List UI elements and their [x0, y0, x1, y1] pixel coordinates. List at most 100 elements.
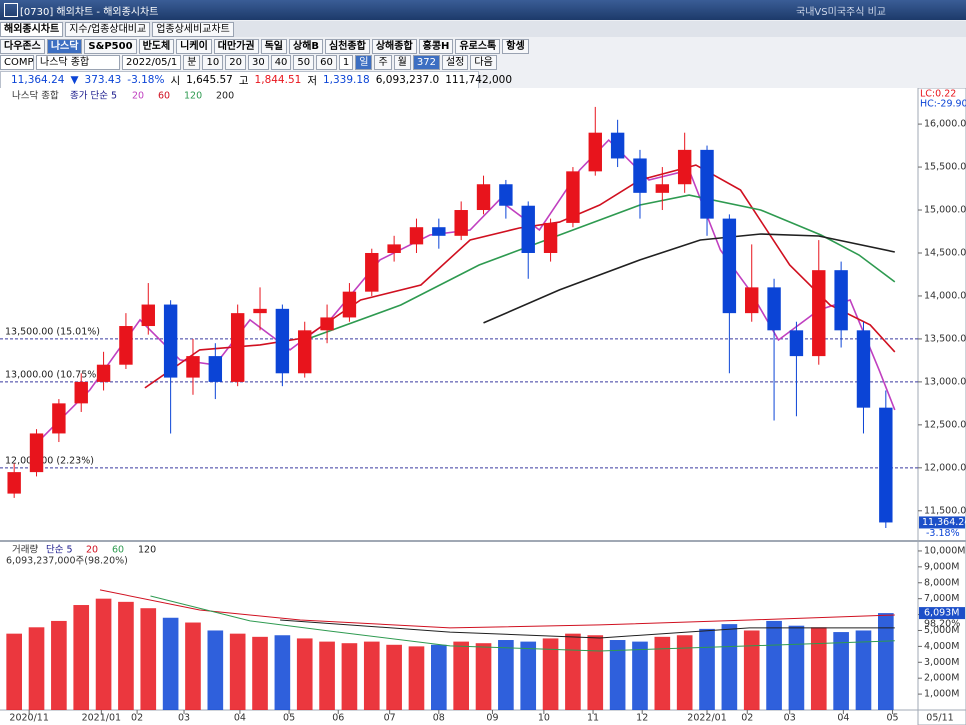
tab[interactable]: 업종상세비교차트	[152, 21, 234, 37]
x-tick-label: 2020/11	[9, 713, 48, 724]
tool-button[interactable]: 설정	[441, 54, 469, 70]
x-tick-label: 05	[886, 713, 898, 724]
x-tick-label: 10	[538, 713, 550, 724]
volume-bar	[721, 624, 738, 710]
market-button[interactable]: 대만가권	[213, 38, 259, 54]
legend-entry: 20	[86, 545, 98, 556]
unit-button[interactable]: 일	[355, 54, 373, 70]
x-tick-label: 09	[486, 713, 498, 724]
moving-average	[304, 194, 896, 341]
candle-body	[566, 171, 580, 223]
market-button[interactable]: 나스닥	[46, 38, 83, 54]
candle-body	[767, 287, 781, 331]
last-price: 11,364.24	[922, 517, 966, 528]
market-button[interactable]: 독일	[260, 38, 287, 54]
volume-bar	[833, 632, 849, 710]
count-box[interactable]: 1	[338, 54, 354, 70]
quote-change: 373.43	[84, 74, 122, 86]
reference-label: 12,000.00 (2.23%)	[5, 455, 94, 466]
tool-button[interactable]: 다음	[470, 54, 497, 70]
market-bar: 다우존스 나스닥 S&P500 반도체 니케이 대만가권 독일 상해B 심천종합 상해종합 홍콩H 유…	[0, 38, 966, 54]
y-tick-label: 2,000M	[924, 673, 959, 684]
last-volume-rate: 98.20%	[924, 619, 960, 630]
chart-info: LC:0.22	[920, 89, 956, 100]
market-button[interactable]: S&P500	[84, 38, 137, 54]
candle-body	[745, 287, 759, 314]
y-tick-label: 12,000.00	[924, 462, 966, 473]
unit-button[interactable]: 월	[393, 54, 411, 70]
market-button[interactable]: 상해B	[289, 38, 324, 54]
quote-bar: 11,364.24 ▼ 373.43 -3.18% 시 1,645.57 고 1,844.51…	[0, 71, 512, 89]
volume-bar	[498, 640, 514, 710]
tab[interactable]: 해외종시차트	[0, 21, 64, 37]
candle-body	[521, 205, 535, 253]
candle-body	[789, 330, 804, 357]
market-button[interactable]: 홍콩H	[418, 38, 454, 54]
date-box[interactable]: 2022/05/1	[122, 54, 182, 70]
x-tick-label: 04	[234, 713, 246, 724]
y-tick-label: 13,500.00	[924, 333, 966, 344]
volume-bar	[28, 627, 45, 710]
volume-bar	[162, 617, 179, 710]
moving-average	[280, 619, 895, 639]
minute-button[interactable]: 20	[225, 54, 246, 70]
market-button[interactable]: 심천종합	[325, 38, 370, 54]
unit-button[interactable]: 주	[374, 54, 392, 70]
candle-body	[141, 304, 155, 327]
window-title: [0730] 해외차트 - 해외종시차트	[20, 6, 159, 18]
volume-bar	[274, 635, 291, 710]
quote-rate: -3.18%	[127, 74, 165, 86]
market-button[interactable]: 반도체	[138, 38, 175, 54]
bar-count[interactable]: 372	[412, 54, 440, 70]
minute-button[interactable]: 50	[293, 54, 315, 70]
chart: 11,500.00 12,000.00 12,500.00 13,000.00 13,5…	[0, 88, 966, 725]
candle-body	[834, 270, 848, 331]
quote-low-label: 저	[307, 74, 317, 87]
volume-bar	[73, 605, 90, 710]
candle-body	[96, 364, 111, 382]
candle-body	[387, 244, 401, 253]
candle-body	[365, 252, 379, 292]
market-button[interactable]: 다우존스	[0, 38, 45, 54]
candle-body	[812, 270, 826, 357]
y-tick-label: 15,500.00	[924, 162, 966, 173]
market-button[interactable]: 항셍	[502, 38, 529, 54]
volume-bar	[654, 636, 671, 710]
x-tick-label: 03	[784, 713, 796, 724]
candle-body	[7, 472, 21, 494]
candle-body	[722, 218, 737, 314]
candle-body	[588, 132, 602, 172]
volume-bar	[252, 636, 268, 710]
minute-button[interactable]: 30	[247, 54, 269, 70]
legend-entry: 120	[138, 545, 156, 556]
minute-button[interactable]: 10	[202, 54, 224, 70]
y-tick-label: 16,000.00	[924, 119, 966, 130]
legend-ma-label: 종가 단순 5	[70, 91, 117, 102]
volume-bar	[520, 641, 537, 710]
minute-button[interactable]: 40	[270, 54, 292, 70]
moving-average	[150, 595, 895, 652]
candle-body	[856, 330, 871, 408]
candle-body	[208, 356, 223, 382]
end-date-label: 05/11	[926, 713, 953, 724]
volume-bar	[363, 641, 380, 710]
volume-bar	[609, 640, 626, 710]
candle-body	[409, 227, 424, 245]
code-box[interactable]: COMP	[0, 54, 34, 70]
period-button[interactable]: 분	[183, 54, 201, 70]
x-tick-label: 12	[636, 713, 648, 724]
legend-title: 거래량	[12, 544, 38, 556]
tab[interactable]: 지수/업종상대비교	[65, 21, 151, 37]
volume-bar	[207, 630, 224, 710]
market-button[interactable]: 상해종합	[371, 38, 417, 54]
candle-body	[633, 158, 647, 193]
moving-average	[144, 164, 896, 389]
candle-body	[29, 433, 44, 473]
compare-link[interactable]: 국내VS미국주식 비교	[796, 6, 886, 18]
candle-body	[74, 381, 88, 404]
market-button[interactable]: 유로스톡	[455, 38, 501, 54]
volume-bar	[542, 638, 559, 710]
candle-body	[298, 330, 312, 374]
minute-button[interactable]: 60	[316, 54, 337, 70]
market-button[interactable]: 니케이	[176, 38, 212, 54]
